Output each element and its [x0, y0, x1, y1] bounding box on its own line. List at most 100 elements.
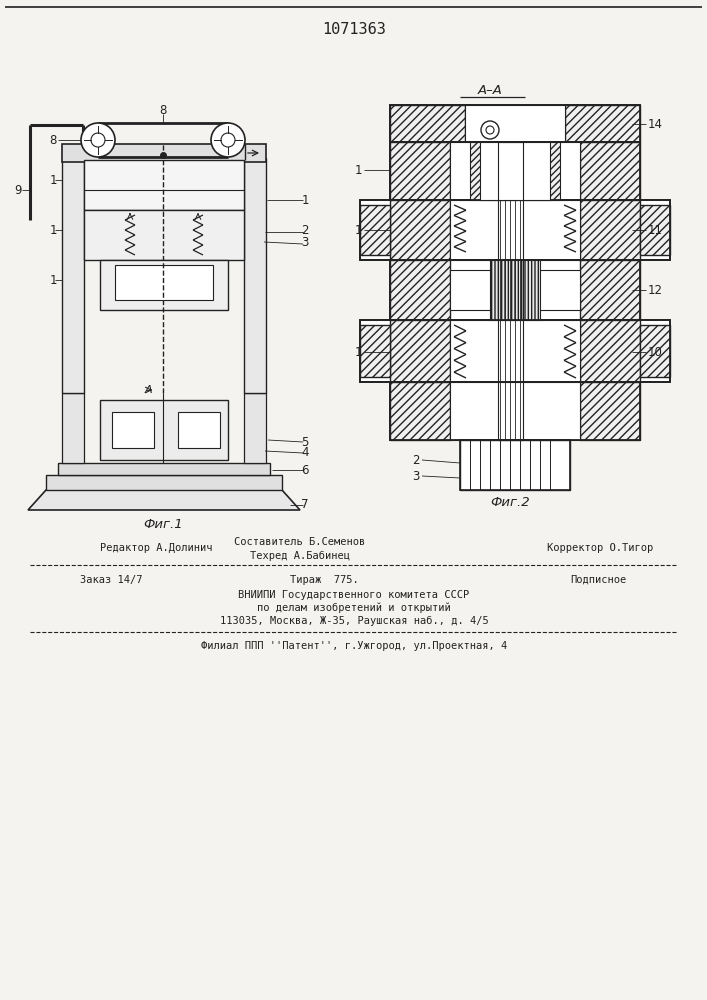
- Bar: [390, 142, 450, 200]
- Text: Заказ 14/7: Заказ 14/7: [80, 575, 143, 585]
- Bar: [84, 160, 244, 210]
- Bar: [360, 205, 390, 255]
- Bar: [460, 440, 570, 490]
- Text: 1: 1: [354, 163, 362, 176]
- Bar: [360, 200, 670, 260]
- Bar: [480, 142, 550, 200]
- Bar: [390, 260, 640, 320]
- Bar: [390, 142, 640, 200]
- Text: ВНИИПИ Государственного комитета СССР: ВНИИПИ Государственного комитета СССР: [238, 590, 469, 600]
- Bar: [100, 400, 228, 460]
- Bar: [460, 440, 570, 490]
- Bar: [360, 325, 390, 377]
- Bar: [390, 200, 450, 260]
- Bar: [390, 105, 640, 142]
- Text: 8: 8: [159, 104, 167, 116]
- Text: Корректор О.Тигор: Корректор О.Тигор: [547, 543, 653, 553]
- Bar: [640, 325, 670, 377]
- Bar: [112, 412, 154, 448]
- Bar: [390, 320, 450, 382]
- Text: 1: 1: [354, 224, 362, 236]
- Circle shape: [481, 121, 499, 139]
- Bar: [244, 158, 266, 393]
- Text: 3: 3: [301, 235, 309, 248]
- Circle shape: [91, 133, 105, 147]
- Text: A–A: A–A: [477, 84, 503, 97]
- Bar: [450, 142, 580, 200]
- Text: 2: 2: [412, 454, 420, 466]
- Bar: [450, 270, 580, 310]
- Text: 9: 9: [14, 184, 22, 196]
- Text: 1: 1: [354, 346, 362, 359]
- Text: 5: 5: [301, 436, 309, 448]
- Text: 10: 10: [648, 346, 663, 359]
- Bar: [450, 320, 580, 382]
- Bar: [360, 320, 670, 382]
- Text: по делам изобретений и открытий: по делам изобретений и открытий: [257, 603, 451, 613]
- Circle shape: [81, 123, 115, 157]
- Bar: [100, 260, 228, 310]
- Bar: [390, 382, 640, 440]
- Text: 1: 1: [301, 194, 309, 207]
- Text: 4: 4: [301, 446, 309, 460]
- Text: 11: 11: [648, 224, 663, 236]
- Bar: [490, 260, 540, 320]
- Bar: [62, 144, 266, 162]
- Text: Фиг.2: Фиг.2: [490, 495, 530, 508]
- Text: 6: 6: [301, 464, 309, 477]
- Bar: [62, 393, 84, 463]
- Text: 113035, Москва, Ж-35, Раушская наб., д. 4/5: 113035, Москва, Ж-35, Раушская наб., д. …: [220, 616, 489, 626]
- Text: Филиал ППП ''Патент'', г.Ужгород, ул.Проектная, 4: Филиал ППП ''Патент'', г.Ужгород, ул.Про…: [201, 641, 507, 651]
- Bar: [46, 475, 282, 490]
- Bar: [84, 210, 244, 260]
- Bar: [390, 382, 450, 440]
- Bar: [498, 142, 523, 440]
- Bar: [580, 382, 640, 440]
- Text: 1: 1: [49, 224, 57, 236]
- Text: Редактор А.Долинич: Редактор А.Долинич: [100, 543, 213, 553]
- Bar: [640, 205, 670, 255]
- Bar: [244, 393, 266, 463]
- Bar: [390, 260, 450, 320]
- Text: 7: 7: [301, 498, 309, 512]
- Bar: [450, 200, 580, 260]
- Bar: [490, 260, 540, 320]
- Bar: [390, 260, 640, 320]
- Bar: [390, 105, 640, 142]
- Bar: [58, 463, 270, 475]
- Text: 1: 1: [49, 273, 57, 286]
- Text: Тираж  775.: Тираж 775.: [290, 575, 358, 585]
- Bar: [580, 260, 640, 320]
- Bar: [360, 200, 670, 260]
- Bar: [360, 320, 670, 382]
- Text: 1071363: 1071363: [322, 22, 386, 37]
- Circle shape: [486, 126, 494, 134]
- Bar: [390, 142, 640, 200]
- Circle shape: [221, 133, 235, 147]
- Bar: [580, 200, 640, 260]
- Text: A: A: [144, 385, 152, 395]
- Circle shape: [211, 123, 245, 157]
- Bar: [470, 142, 560, 200]
- Text: Фиг.1: Фиг.1: [144, 518, 183, 530]
- Bar: [178, 412, 220, 448]
- Text: 12: 12: [648, 284, 663, 296]
- Bar: [580, 142, 640, 200]
- Text: 8: 8: [49, 133, 57, 146]
- Bar: [465, 105, 565, 142]
- Text: 2: 2: [301, 224, 309, 236]
- Polygon shape: [28, 490, 300, 510]
- Text: 1: 1: [49, 174, 57, 186]
- Text: 3: 3: [413, 470, 420, 483]
- Text: Техред А.Бабинец: Техред А.Бабинец: [250, 551, 350, 561]
- Text: 14: 14: [648, 117, 663, 130]
- Bar: [450, 382, 580, 440]
- Text: Подписное: Подписное: [570, 575, 626, 585]
- Bar: [580, 320, 640, 382]
- Bar: [565, 105, 640, 142]
- Text: Составитель Б.Семенов: Составитель Б.Семенов: [235, 537, 366, 547]
- Bar: [390, 382, 640, 440]
- Text: A: A: [233, 127, 241, 137]
- Bar: [390, 105, 465, 142]
- Bar: [115, 265, 213, 300]
